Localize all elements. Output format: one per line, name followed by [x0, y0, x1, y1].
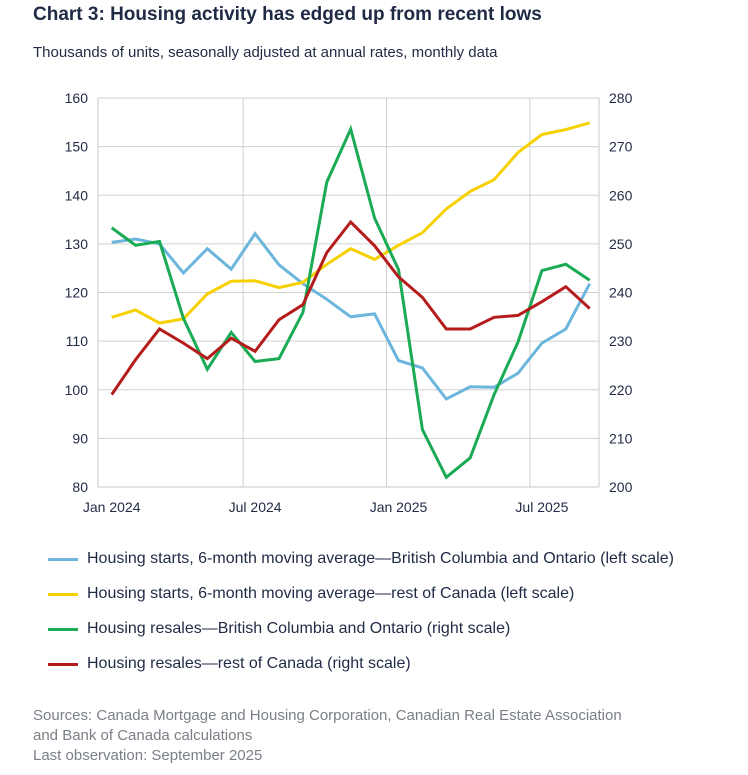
y-left-tick-label: 90 [72, 430, 88, 446]
y-left-tick-label: 110 [66, 333, 89, 349]
last-observation: Last observation: September 2025 [33, 747, 263, 764]
series-line-2 [111, 121, 591, 325]
legend-item: Housing starts, 6-month moving average—B… [48, 549, 688, 568]
legend-label: Housing starts, 6-month moving average—B… [87, 550, 674, 567]
y-right-tick-label: 210 [609, 430, 633, 446]
series-line-1 [111, 231, 592, 401]
y-left-tick-label: 160 [65, 90, 89, 106]
y-right-tick-label: 220 [609, 382, 633, 398]
legend-swatch [48, 663, 78, 666]
legend: Housing starts, 6-month moving average—B… [48, 549, 688, 689]
y-right-tick-label: 270 [609, 139, 633, 155]
y-right-tick-label: 280 [609, 90, 633, 106]
legend-swatch [48, 593, 78, 596]
y-left-tick-label: 130 [65, 236, 89, 252]
y-left-tick-label: 100 [65, 382, 89, 398]
x-tick-label: Jan 2024 [83, 499, 141, 515]
legend-item: Housing resales—rest of Canada (right sc… [48, 654, 688, 673]
sources-note: Sources: Canada Mortgage and Housing Cor… [33, 706, 622, 766]
y-left-tick-label: 80 [72, 479, 88, 495]
sources-line: Sources: Canada Mortgage and Housing Cor… [33, 707, 622, 724]
legend-item: Housing starts, 6-month moving average—r… [48, 584, 688, 603]
y-right-tick-label: 260 [609, 187, 633, 203]
y-right-tick-label: 200 [609, 479, 633, 495]
y-left-tick-label: 120 [65, 285, 89, 301]
sources-line: and Bank of Canada calculations [33, 727, 253, 744]
chart-subtitle: Thousands of units, seasonally adjusted … [33, 44, 498, 61]
x-tick-label: Jan 2025 [370, 499, 428, 515]
series-line-3 [110, 124, 591, 480]
x-tick-label: Jul 2025 [515, 499, 568, 515]
x-tick-label: Jul 2024 [229, 499, 282, 515]
legend-label: Housing starts, 6-month moving average—r… [87, 585, 575, 602]
series-line-4 [110, 219, 591, 396]
legend-label: Housing resales—rest of Canada (right sc… [87, 655, 411, 672]
y-left-tick-label: 140 [65, 187, 89, 203]
line-chart: 80 90 100 110 120 130 140 150 160 200 210 220 230 240… [65, 90, 633, 515]
y-right-tick-label: 230 [609, 333, 633, 349]
legend-label: Housing resales—British Columbia and Ont… [87, 620, 511, 637]
legend-swatch [48, 558, 78, 561]
y-right-tick-label: 240 [609, 285, 633, 301]
legend-swatch [48, 628, 78, 631]
y-right-tick-label: 250 [609, 236, 633, 252]
chart-title: Chart 3: Housing activity has edged up f… [33, 4, 542, 25]
legend-item: Housing resales—British Columbia and Ont… [48, 619, 688, 638]
y-left-tick-label: 150 [65, 139, 89, 155]
